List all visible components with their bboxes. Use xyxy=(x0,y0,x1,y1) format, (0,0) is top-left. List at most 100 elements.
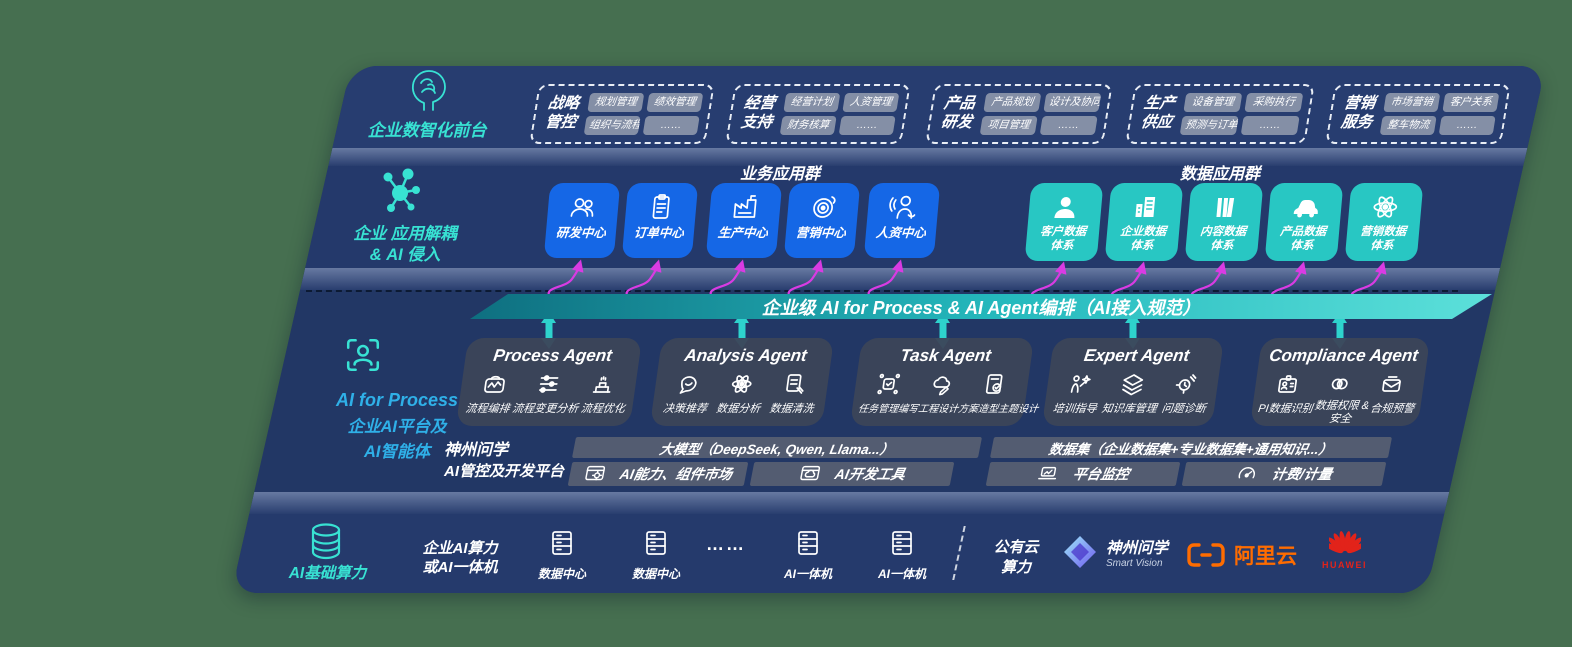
group-supply: 生产 供应 设备管理 采购执行 预测与订单 …… xyxy=(1125,84,1315,144)
server-icon xyxy=(892,531,912,555)
chat-head-icon xyxy=(679,376,697,394)
agent-task: Task Agent 任务管理 编写工程设计方案 造型主题设计 xyxy=(849,338,1039,426)
atom-icon xyxy=(731,375,752,393)
pill: 经营计划 xyxy=(783,93,841,112)
ai-capability-pill: AI能力、组件市场 xyxy=(567,462,749,486)
tile-rd-center: 研发中心 xyxy=(543,183,621,258)
group-title: 经营 支持 xyxy=(739,95,777,131)
platform-name: 神州问学 AI管控及开发平台 xyxy=(444,442,565,480)
node-datacenter-2: 数据中心 xyxy=(614,528,698,582)
id-card-icon xyxy=(1277,375,1298,393)
tile-product-data: 产品数据 体系 xyxy=(1264,183,1344,261)
group-pills: 产品规划 设计及协同 项目管理 …… xyxy=(979,93,1102,135)
app-layer-label: 企业 应用解耦 & AI 侵入 xyxy=(353,225,457,265)
laptop-chart-icon xyxy=(1038,466,1057,480)
group-title: 战略 管控 xyxy=(543,95,581,131)
cloud-edit-icon xyxy=(933,376,951,396)
agent-compliance: Compliance Agent PI数据识别 数据权限 & 安全 合规预警 xyxy=(1249,338,1431,426)
pill: 采购执行 xyxy=(1244,93,1304,112)
alicloud-bracket-icon xyxy=(1187,543,1225,567)
tile-content-data: 内容数据 体系 xyxy=(1184,183,1264,261)
group-title: 生产 供应 xyxy=(1139,95,1177,131)
group-title: 产品 研发 xyxy=(939,95,977,131)
group-pills: 经营计划 人资管理 财务核算 …… xyxy=(779,93,900,135)
node-datacenter-1: 数据中心 xyxy=(520,528,604,582)
agent-expert: Expert Agent 培训指导 知识库管理 问题诊断 xyxy=(1041,338,1225,426)
orchestration-bar: 企业级 AI for Process & AI Agent编排（AI接入规范） xyxy=(470,294,1492,319)
smart-vision-diamond-icon xyxy=(1064,536,1096,568)
clipboard-icon xyxy=(652,194,670,219)
front-office-label: 企业数智化前台 xyxy=(367,121,487,140)
group-operation: 经营 支持 经营计划 人资管理 财务核算 …… xyxy=(725,84,911,144)
pill: 市场营销 xyxy=(1383,93,1441,112)
layer-cake-icon xyxy=(592,376,611,393)
atom-icon xyxy=(1373,196,1398,218)
flow-box-icon xyxy=(484,375,505,393)
group-pills: 设备管理 采购执行 预测与订单 …… xyxy=(1179,93,1304,135)
pill: …… xyxy=(642,116,700,135)
billing-pill: 计费/计量 xyxy=(1181,462,1387,486)
business-group-title: 业务应用群 xyxy=(740,166,821,183)
platform-monitor-pill: 平台监控 xyxy=(985,462,1181,486)
library-columns-icon xyxy=(1216,198,1235,217)
bevel-1 xyxy=(328,148,1528,166)
dataset-bar: 数据集（企业数据集+专业数据集+通用知识...） xyxy=(989,437,1393,458)
tablet-design-icon xyxy=(986,374,1003,394)
pill: 绩效管理 xyxy=(646,93,704,112)
tile-hr-center: 人资中心 xyxy=(863,183,941,258)
pill: 财务核算 xyxy=(779,116,837,135)
tile-customer-data: 客户数据 体系 xyxy=(1024,183,1104,261)
group-pills: 市场营销 客户关系 整车物流 …… xyxy=(1379,93,1500,135)
pill: …… xyxy=(1438,116,1496,135)
coach-icon xyxy=(1071,375,1092,393)
factory-icon xyxy=(733,195,757,218)
huawei-logo: HUAWEI xyxy=(1322,528,1367,570)
building-icon xyxy=(1135,197,1156,217)
shenzhou-logo: 神州问学 Smart Vision xyxy=(1062,534,1168,570)
pill: 设备管理 xyxy=(1183,93,1243,112)
node-ai-appliance-1: AI一体机 xyxy=(766,528,850,582)
huawei-name: HUAWEI xyxy=(1322,560,1367,570)
tile-enterprise-data: 企业数据 体系 xyxy=(1104,183,1184,261)
person-waves-icon xyxy=(889,195,916,219)
tile-production-center: 生产中心 xyxy=(705,183,783,258)
diagnose-icon xyxy=(1175,374,1197,394)
decouple-molecule-icon xyxy=(383,168,420,212)
pill: 项目管理 xyxy=(979,116,1038,135)
group-title: 营销 服务 xyxy=(1339,95,1377,131)
pill: 预测与订单 xyxy=(1179,116,1239,135)
server-icon xyxy=(798,531,818,555)
group-strategy: 战略 管控 规划管理 绩效管理 组织与流程 …… xyxy=(529,84,715,144)
doc-clean-icon xyxy=(786,374,804,394)
group-product: 产品 研发 产品规划 设计及协同 项目管理 …… xyxy=(925,84,1113,144)
ellipsis-label: …… xyxy=(706,534,746,554)
pill: …… xyxy=(1039,116,1098,135)
enterprise-compute-label: 企业AI算力 或AI一体机 xyxy=(422,540,498,576)
pill: …… xyxy=(1240,116,1300,135)
tile-order-center: 订单中心 xyxy=(621,183,699,258)
person-icon xyxy=(1054,197,1075,218)
brain-icon xyxy=(411,70,446,111)
pill: 组织与流程 xyxy=(583,116,641,135)
task-grid-icon xyxy=(876,373,900,395)
pill: 人资管理 xyxy=(842,93,900,112)
database-icon xyxy=(311,523,341,560)
ai-devtools-pill: AI开发工具 xyxy=(749,462,955,486)
window-gear-icon xyxy=(585,465,606,481)
agent-analysis: Analysis Agent 决策推荐 数据分析 数据清洗 xyxy=(649,338,835,426)
target-icon xyxy=(813,196,836,218)
ai-platform-label: AI for Process 企业AI平台及 AI智能体 xyxy=(335,390,459,461)
tile-marketing-data: 营销数据 体系 xyxy=(1344,183,1424,261)
model-bar: 大模型（DeepSeek, Qwen, Llama...） xyxy=(571,437,983,458)
pill: 设计及协同 xyxy=(1043,93,1102,112)
server-icon xyxy=(646,531,666,555)
flow-sliders-icon xyxy=(539,375,559,393)
bevel-2 xyxy=(300,268,1501,290)
people-icon xyxy=(570,198,594,217)
pill: 整车物流 xyxy=(1379,116,1437,135)
person-scan-icon xyxy=(346,338,380,372)
compliance-alert-icon xyxy=(1382,376,1401,392)
alicloud-name: 阿里云 xyxy=(1234,545,1297,568)
knowledge-layers-icon xyxy=(1122,374,1144,396)
